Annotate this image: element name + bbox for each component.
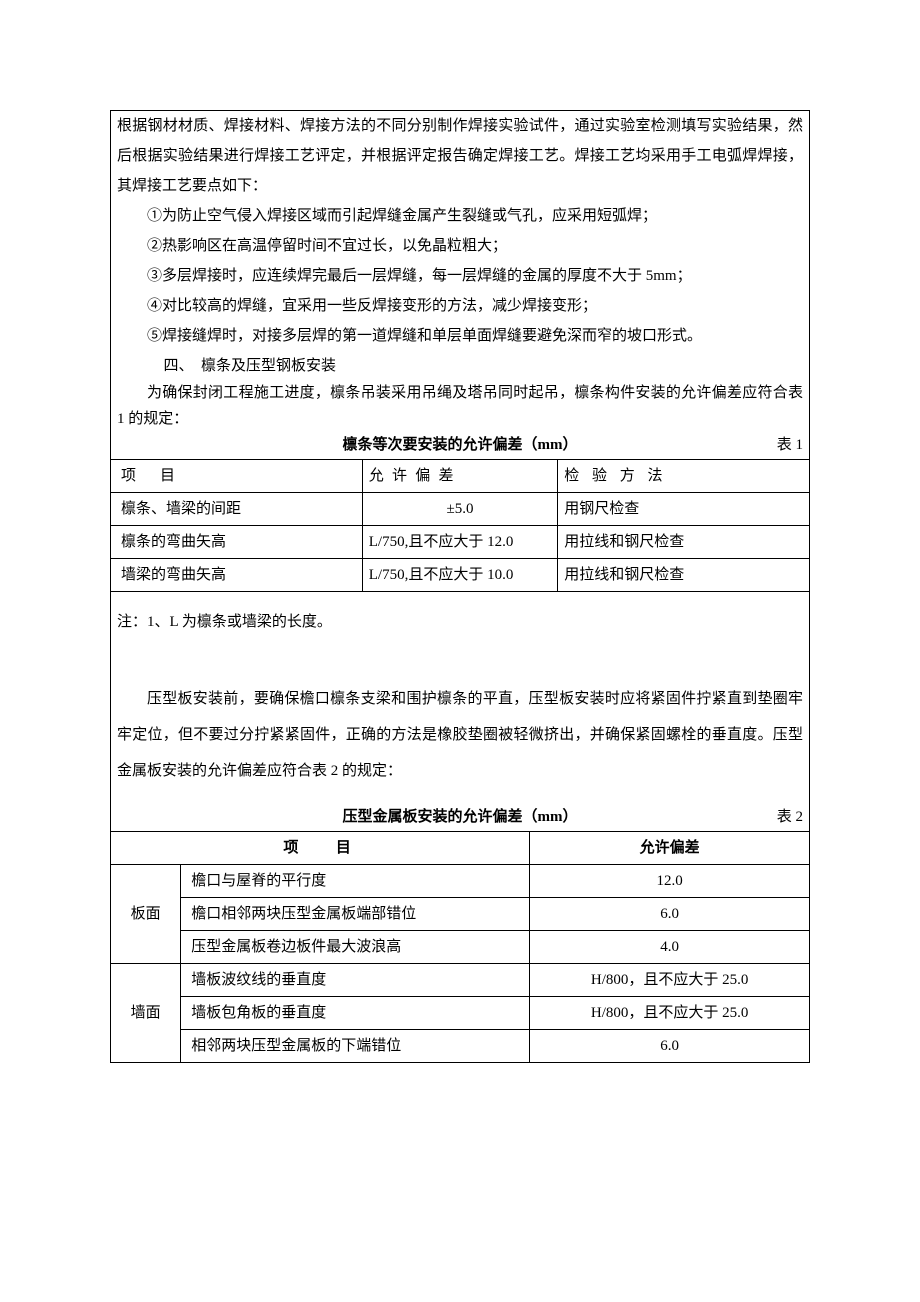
table2-row: 檐口相邻两块压型金属板端部错位 6.0	[111, 898, 809, 931]
table1-note: 注：1、L 为檩条或墙梁的长度。	[111, 592, 809, 653]
table1-note-row: 注：1、L 为檩条或墙梁的长度。	[111, 592, 809, 653]
table2-val: 12.0	[530, 865, 809, 898]
intro-item-2: ②热影响区在高温停留时间不宜过长，以免晶粒粗大；	[111, 231, 809, 261]
table2-row: 相邻两块压型金属板的下端错位 6.0	[111, 1030, 809, 1063]
table1-cell: 用钢尺检查	[558, 493, 809, 526]
intro-paragraph: 根据钢材材质、焊接材料、焊接方法的不同分别制作焊接实验试件，通过实验室检测填写实…	[111, 111, 809, 201]
table1-h1: 项 目	[111, 460, 362, 493]
table2-val: H/800，且不应大于 25.0	[530, 997, 809, 1030]
table2-val: 6.0	[530, 898, 809, 931]
intro-item-5: ⑤焊接缝焊时，对接多层焊的第一道焊缝和单层单面焊缝要避免深而窄的坡口形式。	[111, 321, 809, 351]
table2-row: 墙面 墙板波纹线的垂直度 H/800，且不应大于 25.0	[111, 964, 809, 997]
table2-item: 墙板包角板的垂直度	[181, 997, 530, 1030]
table2-h1: 项目	[111, 832, 530, 865]
table2-group: 板面	[111, 865, 181, 964]
table1-h3: 检 验 方 法	[558, 460, 809, 493]
table2-item: 压型金属板卷边板件最大波浪高	[181, 931, 530, 964]
table2-val: 6.0	[530, 1030, 809, 1063]
table1-label: 表 1	[743, 432, 803, 459]
table1-h2: 允 许 偏 差	[362, 460, 557, 493]
table2-caption: 压型金属板安装的允许偏差（mm）	[177, 804, 743, 831]
section-4-heading: 四、 檩条及压型钢板安装	[111, 351, 809, 381]
content-frame: 根据钢材材质、焊接材料、焊接方法的不同分别制作焊接实验试件，通过实验室检测填写实…	[110, 110, 810, 1063]
table2-item: 檐口相邻两块压型金属板端部错位	[181, 898, 530, 931]
table2-group: 墙面	[111, 964, 181, 1063]
table2-val: H/800，且不应大于 25.0	[530, 964, 809, 997]
table1: 项 目 允 许 偏 差 检 验 方 法 檩条、墙梁的间距 ±5.0 用钢尺检查 …	[111, 459, 809, 652]
table1-cell: L/750,且不应大于 10.0	[362, 559, 557, 592]
table2-item: 檐口与屋脊的平行度	[181, 865, 530, 898]
table1-cell: ±5.0	[362, 493, 557, 526]
table2-row: 板面 檐口与屋脊的平行度 12.0	[111, 865, 809, 898]
table1-cell: L/750,且不应大于 12.0	[362, 526, 557, 559]
table1-caption: 檩条等次要安装的允许偏差（mm）	[177, 432, 743, 459]
table1-row: 檩条、墙梁的间距 ±5.0 用钢尺检查	[111, 493, 809, 526]
table2-header-row: 项目 允许偏差	[111, 832, 809, 865]
table2: 项目 允许偏差 板面 檐口与屋脊的平行度 12.0 檐口相邻两块压型金属板端部错…	[111, 831, 809, 1063]
page: 根据钢材材质、焊接材料、焊接方法的不同分别制作焊接实验试件，通过实验室检测填写实…	[0, 0, 920, 1123]
table1-cell: 檩条、墙梁的间距	[111, 493, 362, 526]
table2-row: 压型金属板卷边板件最大波浪高 4.0	[111, 931, 809, 964]
table1-cell: 用拉线和钢尺检查	[558, 526, 809, 559]
table2-row: 墙板包角板的垂直度 H/800，且不应大于 25.0	[111, 997, 809, 1030]
mid-paragraph: 压型板安装前，要确保檐口檩条支梁和围护檩条的平直，压型板安装时应将紧固件拧紧直到…	[111, 667, 809, 789]
table2-label: 表 2	[743, 804, 803, 831]
table1-caption-row: 檩条等次要安装的允许偏差（mm） 表 1	[111, 432, 809, 459]
table2-caption-row: 压型金属板安装的允许偏差（mm） 表 2	[111, 804, 809, 831]
table2-h2: 允许偏差	[530, 832, 809, 865]
table1-cell: 用拉线和钢尺检查	[558, 559, 809, 592]
table1-cell: 墙梁的弯曲矢高	[111, 559, 362, 592]
table1-cell: 檩条的弯曲矢高	[111, 526, 362, 559]
intro-item-1: ①为防止空气侵入焊接区域而引起焊缝金属产生裂缝或气孔，应采用短弧焊；	[111, 201, 809, 231]
table1-row: 墙梁的弯曲矢高 L/750,且不应大于 10.0 用拉线和钢尺检查	[111, 559, 809, 592]
table2-item: 墙板波纹线的垂直度	[181, 964, 530, 997]
table2-val: 4.0	[530, 931, 809, 964]
table2-item: 相邻两块压型金属板的下端错位	[181, 1030, 530, 1063]
table1-header-row: 项 目 允 许 偏 差 检 验 方 法	[111, 460, 809, 493]
table1-row: 檩条的弯曲矢高 L/750,且不应大于 12.0 用拉线和钢尺检查	[111, 526, 809, 559]
intro-item-4: ④对比较高的焊缝，宜采用一些反焊接变形的方法，减少焊接变形；	[111, 291, 809, 321]
intro-item-3: ③多层焊接时，应连续焊完最后一层焊缝，每一层焊缝的金属的厚度不大于 5mm；	[111, 261, 809, 291]
section-4-paragraph: 为确保封闭工程施工进度，檩条吊装采用吊绳及塔吊同时起吊，檩条构件安装的允许偏差应…	[111, 381, 809, 432]
